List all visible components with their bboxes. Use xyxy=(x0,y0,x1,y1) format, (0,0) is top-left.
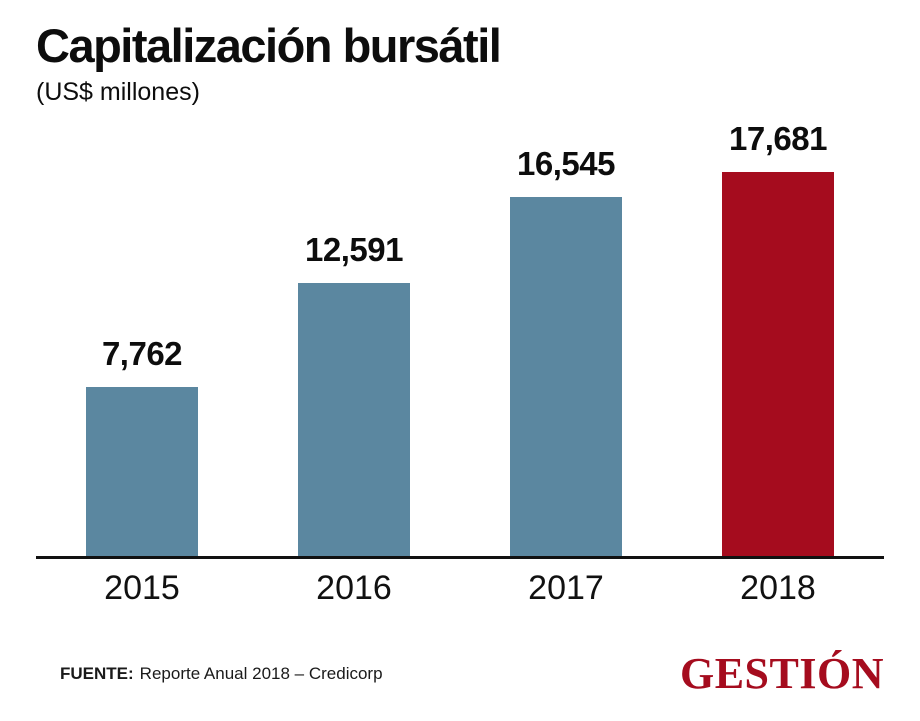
bar-group-2017: 16,545 xyxy=(460,145,672,556)
bar-value-label-2017: 16,545 xyxy=(517,144,615,182)
x-axis-label-2015: 2015 xyxy=(104,568,180,607)
bar-2016 xyxy=(298,282,410,556)
chart-footer: FUENTE: Reporte Anual 2018 – Credicorp GE… xyxy=(0,648,920,699)
x-axis-label-2016: 2016 xyxy=(316,568,392,607)
bar-value-label-2018: 17,681 xyxy=(729,119,827,157)
bar-value-label-2016: 12,591 xyxy=(305,230,403,268)
bar-chart: 7,762 12,591 16,545 17,681 2015 2016 2017 2018 xyxy=(36,107,884,608)
source-note: FUENTE: Reporte Anual 2018 – Credicorp xyxy=(60,664,383,684)
source-text: Reporte Anual 2018 – Credicorp xyxy=(139,663,383,683)
source-label: FUENTE: xyxy=(60,663,134,683)
bar-2015 xyxy=(86,386,198,556)
page-title: Capitalización bursátil xyxy=(36,19,502,72)
x-axis-label-2018: 2018 xyxy=(740,568,816,607)
chart-units-label: (US$ millones) xyxy=(36,77,200,106)
x-axis-label-2017: 2017 xyxy=(528,568,604,607)
chart-header: Capitalización bursátil (US$ millones) xyxy=(0,0,920,107)
bar-2018 xyxy=(722,171,834,556)
bar-group-2015: 7,762 xyxy=(36,335,248,556)
bars-area: 7,762 12,591 16,545 17,681 xyxy=(36,107,884,559)
bar-2017 xyxy=(510,196,622,556)
bar-group-2016: 12,591 xyxy=(248,231,460,556)
x-axis-labels: 2015 2016 2017 2018 xyxy=(36,559,884,608)
bar-group-2018: 17,681 xyxy=(672,120,884,556)
bar-value-label-2015: 7,762 xyxy=(101,334,183,372)
gestion-logo: GESTIÓN xyxy=(679,649,884,698)
